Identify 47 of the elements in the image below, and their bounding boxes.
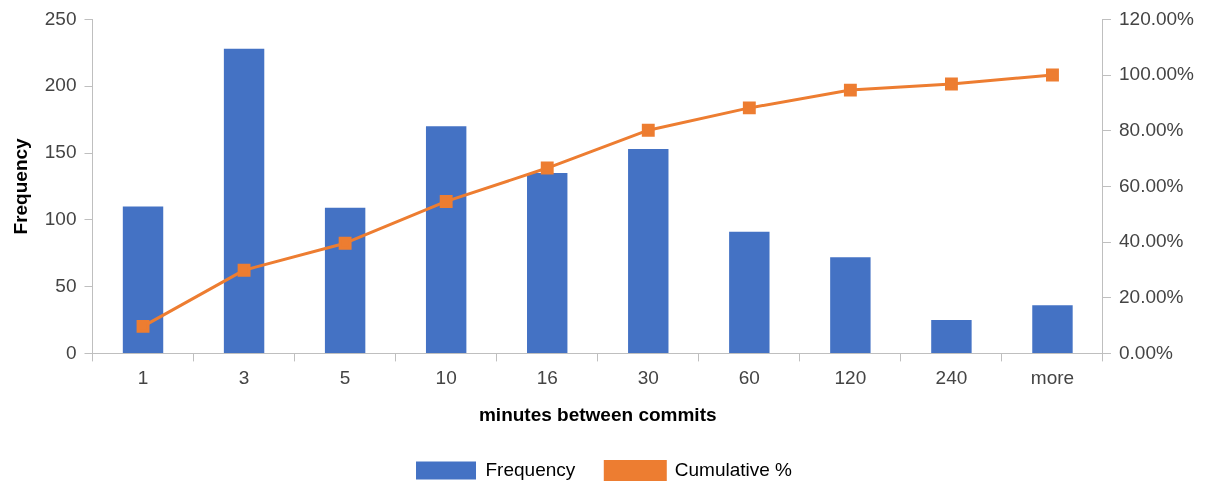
bar xyxy=(729,231,770,353)
point xyxy=(439,194,453,208)
point xyxy=(843,83,857,97)
point xyxy=(540,161,554,175)
y2-tick-label: 20.00% xyxy=(1118,285,1184,307)
bar xyxy=(628,148,669,353)
point xyxy=(1046,68,1059,82)
y-tick-label: 100 xyxy=(44,208,77,230)
x-tick-label: 120 xyxy=(834,367,867,389)
y-tick-label: 50 xyxy=(55,274,77,296)
y-axis-title: Frequency xyxy=(9,137,31,235)
bar xyxy=(830,257,871,353)
point xyxy=(641,123,655,137)
x-axis-title: minutes between commits xyxy=(478,403,717,425)
point xyxy=(237,263,251,277)
legend-label: Cumulative % xyxy=(674,458,793,480)
bar xyxy=(931,320,972,353)
x-tick-label: 3 xyxy=(238,367,250,389)
y-tick-label: 0 xyxy=(65,341,77,363)
x-tick-label: 240 xyxy=(935,367,968,389)
x-tick-label: 10 xyxy=(435,367,457,389)
bar xyxy=(1032,305,1073,353)
y2-tick-label: 60.00% xyxy=(1118,174,1184,196)
x-tick-label: 16 xyxy=(536,367,558,389)
legend-label: Frequency xyxy=(485,458,576,480)
bar xyxy=(122,206,164,353)
y2-tick-label: 100.00% xyxy=(1118,63,1195,85)
bar xyxy=(324,207,366,353)
y2-tick-label: 120.00% xyxy=(1118,7,1195,29)
point xyxy=(944,77,958,91)
x-tick-label: 30 xyxy=(637,367,659,389)
bar xyxy=(223,48,265,353)
bar xyxy=(527,173,568,353)
y-tick-label: 150 xyxy=(44,141,77,163)
bar xyxy=(425,126,467,353)
y-tick-label: 250 xyxy=(44,7,77,29)
x-tick-label: 60 xyxy=(738,367,760,389)
point xyxy=(338,236,352,250)
y-tick-label: 200 xyxy=(44,74,77,96)
y2-tick-label: 0.00% xyxy=(1118,341,1173,363)
x-tick-label: more xyxy=(1030,367,1075,389)
point xyxy=(136,319,150,333)
y2-tick-label: 80.00% xyxy=(1118,118,1184,140)
x-tick-label: 1 xyxy=(137,367,149,389)
point xyxy=(742,101,756,115)
x-tick-label: 5 xyxy=(339,367,351,389)
y2-tick-label: 40.00% xyxy=(1118,230,1184,252)
